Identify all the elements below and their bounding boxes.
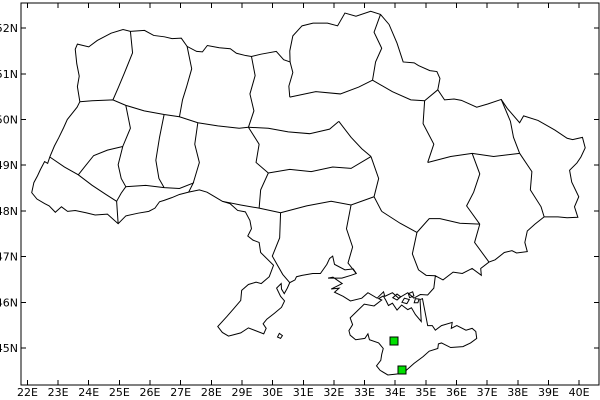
y-tick-label: 52N <box>0 22 18 35</box>
y-tick-label: 51N <box>0 68 18 81</box>
x-tick-label: 25E <box>109 386 130 399</box>
x-tick-label: 33E <box>354 386 375 399</box>
location-marker <box>389 336 399 346</box>
y-tick-label: 45N <box>0 342 18 355</box>
x-tick-label: 40E <box>569 386 590 399</box>
x-tick-label: 39E <box>538 386 559 399</box>
axis-ticks <box>21 3 599 385</box>
y-tick-label: 49N <box>0 159 18 172</box>
x-tick-label: 28E <box>201 386 222 399</box>
y-tick-label: 47N <box>0 251 18 264</box>
x-tick-label: 22E <box>17 386 38 399</box>
x-tick-label: 37E <box>477 386 498 399</box>
y-tick-label: 50N <box>0 114 18 127</box>
y-tick-label: 46N <box>0 296 18 309</box>
x-tick-label: 26E <box>140 386 161 399</box>
oblast-boundaries <box>50 14 544 282</box>
x-tick-label: 35E <box>415 386 436 399</box>
syvash-islets <box>393 292 419 304</box>
crimea-region <box>349 296 477 375</box>
x-tick-label: 30E <box>262 386 283 399</box>
ukraine-border <box>32 11 585 336</box>
snake-island <box>278 333 283 338</box>
geography-layer <box>32 11 585 375</box>
x-tick-label: 31E <box>293 386 314 399</box>
x-tick-label: 38E <box>507 386 528 399</box>
axis-tick-labels: 22E 23E 24E 25E 26E 27E 28E 29E 30E 31E 32E 33E 34E 3… <box>0 22 590 399</box>
x-tick-label: 29E <box>231 386 252 399</box>
x-tick-label: 34E <box>385 386 406 399</box>
plot-border <box>20 2 600 386</box>
y-tick-label: 48N <box>0 205 18 218</box>
x-tick-label: 32E <box>323 386 344 399</box>
site-markers <box>389 336 407 375</box>
x-tick-label: 36E <box>446 386 467 399</box>
x-tick-label: 23E <box>48 386 69 399</box>
location-marker <box>397 365 407 375</box>
x-tick-label: 27E <box>170 386 191 399</box>
x-tick-label: 24E <box>78 386 99 399</box>
